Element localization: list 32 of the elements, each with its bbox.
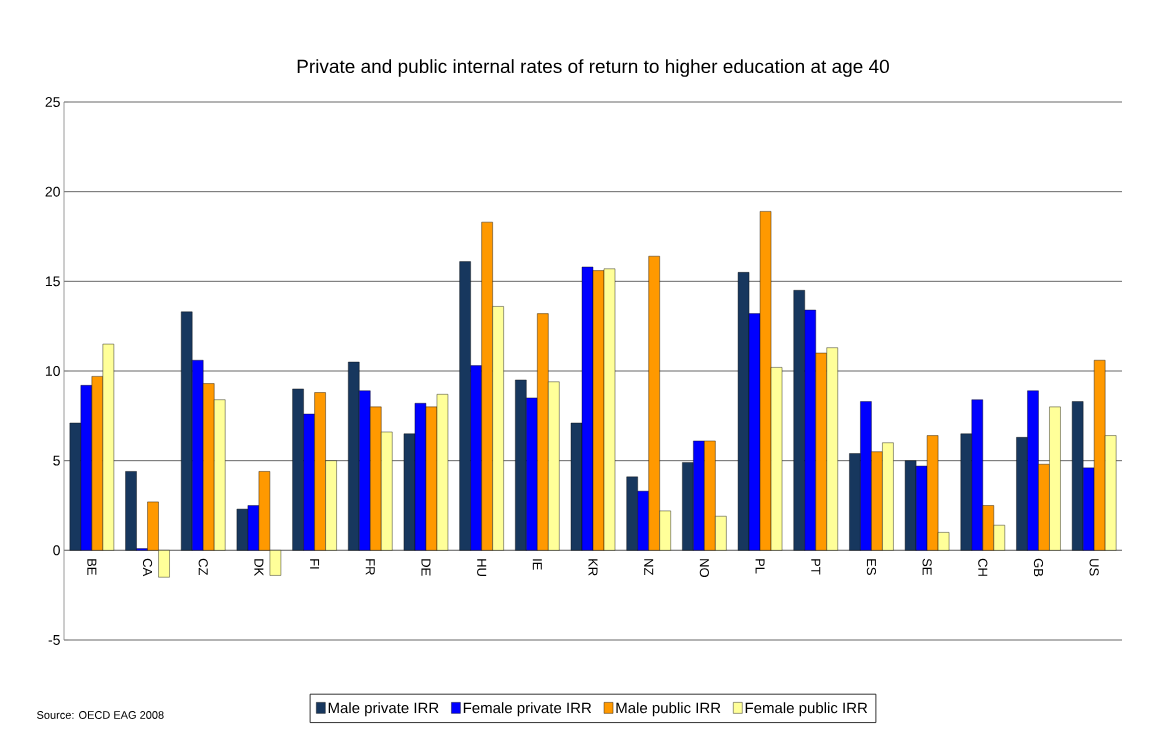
x-tick-label: KR xyxy=(588,559,598,576)
x-tick-label: CH xyxy=(978,558,988,576)
x-tick-label: CA xyxy=(142,558,153,577)
x-tick-label: GB xyxy=(1033,558,1044,577)
x-tick-label: SE xyxy=(922,558,932,575)
x-tick-label: DE xyxy=(421,559,431,576)
y-tick-label: -5 xyxy=(48,635,60,645)
x-tick-label: BE xyxy=(87,559,97,575)
x-tick-label: NO xyxy=(699,559,709,578)
x-tick-label: HU xyxy=(477,559,487,576)
x-tick-label: ES xyxy=(866,559,877,575)
x-tick-label: IE xyxy=(532,559,542,570)
y-tick-label: 25 xyxy=(45,97,60,107)
source-note: Source: OECD EAG 2008 xyxy=(37,711,164,719)
x-tick-label: FR xyxy=(365,559,375,575)
x-tick-label: CZ xyxy=(198,558,208,576)
x-tick-label: NZ xyxy=(644,559,654,576)
y-tick-label: 0 xyxy=(53,545,60,556)
x-tick-label: PL xyxy=(755,559,765,574)
x-tick-label: PT xyxy=(811,559,821,575)
legend-label: Female public IRR xyxy=(745,702,868,717)
y-tick-label: 10 xyxy=(45,366,60,376)
y-tick-label: 20 xyxy=(45,186,60,197)
legend-label: Male public IRR xyxy=(616,702,721,717)
x-tick-label: FI xyxy=(310,559,320,569)
x-tick-label: DK xyxy=(254,559,264,577)
legend-label: Female private IRR xyxy=(463,702,592,717)
legend-label: Male private IRR xyxy=(328,702,439,717)
chart-title: Private and public internal rates of return to higher education at age 40 xyxy=(297,59,889,77)
y-tick-label: 15 xyxy=(45,276,60,287)
x-tick-label: US xyxy=(1089,559,1099,576)
y-tick-label: 5 xyxy=(53,455,60,466)
